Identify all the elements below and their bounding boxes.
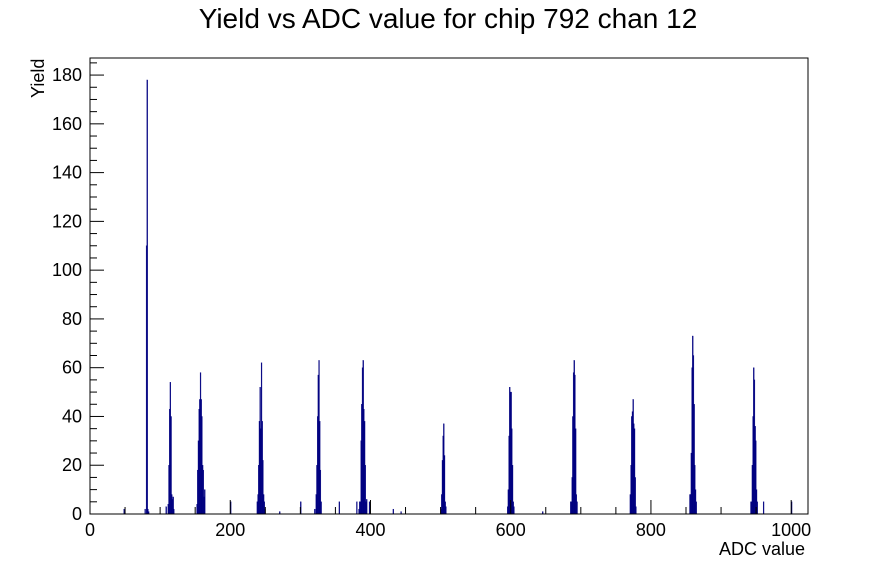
y-tick-label: 20	[62, 455, 82, 475]
y-tick-label: 100	[52, 260, 82, 280]
histogram-bin	[366, 499, 368, 515]
histogram-bin	[165, 506, 167, 515]
histogram-bin	[123, 508, 125, 515]
y-tick-label: 160	[52, 114, 82, 134]
x-tick-label: 600	[496, 520, 526, 540]
y-tick-label: 0	[72, 504, 82, 524]
y-axis-label: Yield	[28, 59, 48, 98]
y-tick-label: 60	[62, 358, 82, 378]
y-tick-label: 140	[52, 163, 82, 183]
x-tick-label: 200	[215, 520, 245, 540]
histogram-bin	[635, 506, 637, 515]
histogram-bin	[445, 506, 447, 515]
histogram-bin	[695, 501, 697, 515]
histogram-bin	[356, 501, 358, 515]
y-tick-label: 80	[62, 309, 82, 329]
x-tick-label: 400	[355, 520, 385, 540]
histogram-bin	[576, 501, 578, 515]
y-axis: 0 20 40 60 80 100 120 140 160 180	[52, 62, 104, 524]
x-tick-label: 1000	[771, 520, 811, 540]
y-tick-label: 180	[52, 65, 82, 85]
x-tick-label: 800	[636, 520, 666, 540]
x-axis: 0 200 400 600 800 1000	[85, 500, 811, 540]
histogram-bin	[144, 508, 146, 515]
histogram-bins	[123, 79, 793, 515]
y-tick-label: 40	[62, 406, 82, 426]
histogram-bin	[338, 501, 340, 515]
histogram-bin	[762, 501, 765, 515]
chart-title: Yield vs ADC value for chip 792 chan 12	[199, 3, 698, 34]
histogram-bin	[368, 501, 371, 515]
x-tick-label: 0	[85, 520, 95, 540]
histogram-bin	[392, 508, 394, 515]
histogram-bin	[756, 501, 758, 515]
histogram-bin	[146, 79, 148, 515]
histogram-bin	[204, 489, 206, 515]
histogram-bin	[320, 501, 322, 515]
histogram-bin	[314, 508, 316, 515]
plot-frame	[89, 57, 809, 515]
histogram-bin	[173, 508, 175, 515]
histogram-bin	[513, 506, 515, 515]
x-axis-label: ADC value	[719, 539, 805, 559]
y-tick-label: 120	[52, 211, 82, 231]
